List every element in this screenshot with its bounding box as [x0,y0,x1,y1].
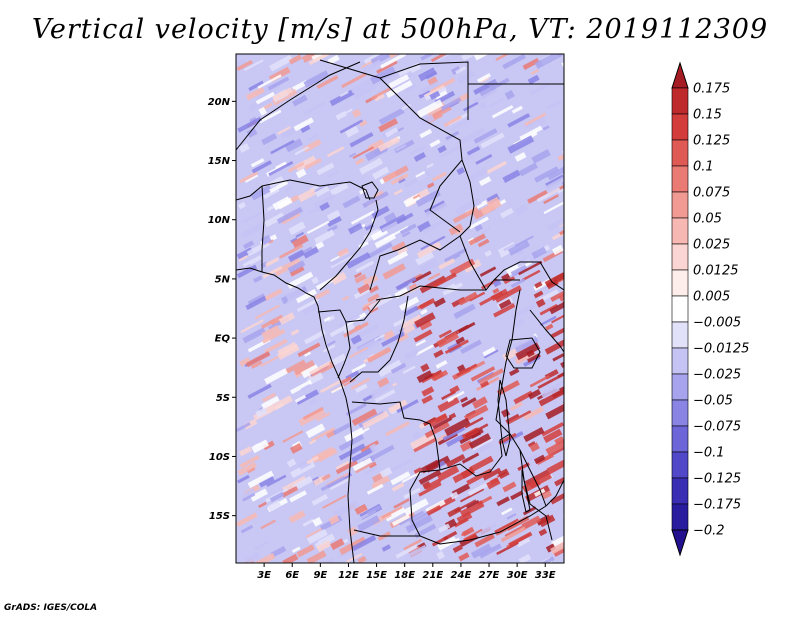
colorbar-bin [671,451,689,479]
lat-tick-label: 10N [208,215,231,226]
lat-tick-label: EQ [215,334,231,345]
map-title: Vertical velocity [m/s] at 500hPa, VT: 2… [31,14,769,45]
lon-tick-label: 3E [257,570,271,581]
lake-victoria [505,337,541,369]
lat-tick-label: 15S [209,511,230,522]
border-east-rift [495,289,547,507]
colorbar: 0.175 0.15 0.125 0.1 0.075 0.05 0.025 0.0125 0.0… [671,61,749,557]
colorbar-label: −0.0125 [693,342,749,357]
colorbar-label: 0.005 [693,290,730,305]
colorbar-bin [671,243,689,271]
border-zambia-south [439,505,547,545]
colorbar-label: −0.005 [693,316,741,331]
border-car-drc [375,285,486,301]
colorbar-bin [671,217,689,245]
colorbar-over-triangle [671,61,689,89]
lon-tick-label: 24E [451,570,472,581]
colorbar-bin [671,321,689,349]
colorbar-bin [671,347,689,375]
lat-tick-label: 5S [216,393,230,404]
colorbar-label: 0.0125 [693,264,739,279]
border-burkina [236,185,263,201]
colorbar-bin [671,425,689,453]
longitude-axis: 3E 6E 9E 12E 15E 18E 21E 24E 27E 30E 33E [257,563,556,581]
border-angola-zambia [409,469,441,545]
colorbar-bin [671,113,689,141]
lon-tick-label: 12E [338,570,359,581]
colorbar-bin [671,87,689,115]
colorbar-label: 0.075 [693,186,730,201]
border-gabon-congo [337,321,351,379]
colorbar-bin [671,399,689,427]
lon-tick-label: 6E [285,570,299,581]
lon-tick-label: 27E [479,570,500,581]
border-angola-namibia [353,529,420,537]
colorbar-bin [671,165,689,193]
border-nigeria-niger [261,179,371,201]
border-mozambique [545,479,564,507]
vertical-velocity-field [236,54,564,563]
border-niger-north [236,61,361,151]
colorbar-label: −0.1 [693,446,725,461]
colorbar-label: −0.125 [693,472,741,487]
colorbar-bin [671,503,689,531]
colorbar-bin [671,477,689,505]
lat-tick-label: 20N [208,97,231,108]
lat-tick-label: 5N [215,274,231,285]
border-algeria-niger [319,59,463,233]
colorbar-label: −0.075 [693,420,741,435]
colorbar-bin [671,139,689,167]
country-borders [236,59,564,563]
colorbar-label: −0.2 [693,524,725,539]
lon-tick-label: 9E [313,570,327,581]
colorbar-bin [671,269,689,297]
lon-tick-label: 18E [394,570,415,581]
lon-tick-label: 21E [422,570,443,581]
lon-tick-label: 30E [507,570,528,581]
border-libya-chad [379,61,469,120]
lake-malawi [521,469,531,513]
border-drc-angola [351,401,441,471]
colorbar-label: −0.025 [693,368,741,383]
colorbar-bin [671,373,689,401]
colorbar-bin [671,191,689,219]
colorbar-label: 0.15 [693,108,722,123]
lat-tick-label: 15N [208,156,231,167]
border-west-benin [261,185,265,272]
colorbar-label: 0.125 [693,134,730,149]
lat-tick-label: 10S [209,452,230,463]
lon-tick-label: 15E [366,570,387,581]
grads-credit: GrADS: IGES/COLA [4,603,98,613]
colorbar-label: 0.025 [693,238,730,253]
colorbar-label: 0.175 [693,82,730,97]
border-congo-drc [349,295,409,383]
lake-chad [361,181,379,199]
colorbar-label: −0.05 [693,394,733,409]
coastline-gulf-of-guinea [236,267,355,563]
colorbar-label: −0.175 [693,498,741,513]
border-cameroon-car [369,235,461,291]
lon-tick-label: 33E [535,570,556,581]
latitude-axis: 20N 15N 10N 5N EQ 5S 10S 15S [208,97,236,522]
map-frame [235,53,565,564]
colorbar-under-triangle [671,529,689,557]
border-drc-zambia [439,433,511,477]
border-nigeria-cameroon [319,199,379,291]
colorbar-label: 0.1 [693,160,714,175]
border-gabon [317,299,381,323]
border-tanzania-east [529,309,564,353]
border-south-sudan [493,261,564,291]
colorbar-label: 0.05 [693,212,722,227]
lake-tanganyika [497,379,511,457]
border-malawi [519,449,553,541]
colorbar-bin [671,295,689,323]
